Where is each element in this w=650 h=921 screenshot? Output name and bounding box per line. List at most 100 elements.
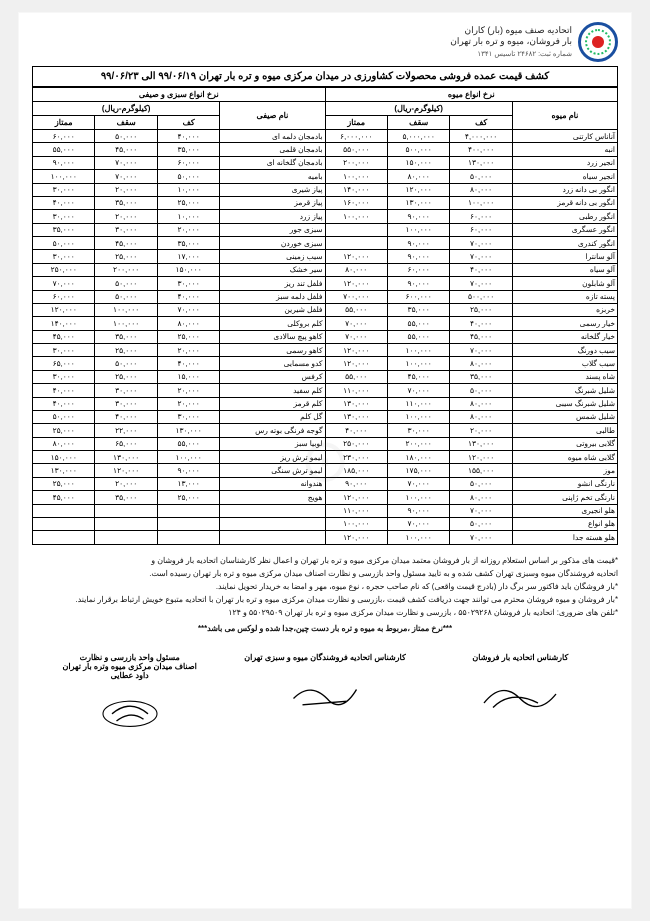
price-cell: ۳۰,۰۰۰: [95, 223, 157, 236]
price-cell: ۲۰,۰۰۰: [95, 477, 157, 490]
price-cell: ۷۰۰,۰۰۰: [325, 290, 387, 303]
table-row: هلو هسته جدا۷۰,۰۰۰۱۰۰,۰۰۰۱۲۰,۰۰۰: [33, 531, 618, 544]
price-cell: ۶۰,۰۰۰: [157, 156, 219, 169]
name-cell: گوجه فرنگی بوته رس: [220, 424, 325, 437]
price-cell: ۴۵,۰۰۰: [33, 330, 95, 343]
price-cell: ۱۲۰,۰۰۰: [325, 357, 387, 370]
price-cell: ۱۲۰,۰۰۰: [387, 183, 449, 196]
price-cell: ۱۴۰,۰۰۰: [325, 183, 387, 196]
price-cell: ۶۰,۰۰۰: [33, 290, 95, 303]
price-cell: ۱۰۰,۰۰۰: [325, 517, 387, 530]
price-cell: ۱۲۰,۰۰۰: [33, 303, 95, 316]
name-cell: شلیل شبرنگ: [512, 384, 617, 397]
price-cell: ۵۰,۰۰۰: [450, 477, 512, 490]
price-cell: ۷۰,۰۰۰: [95, 170, 157, 183]
price-cell: ۸۰,۰۰۰: [33, 437, 95, 450]
org-line2: بار فروشان، میوه و تره بار تهران: [450, 36, 572, 48]
table-row: شلیل شمس۸۰,۰۰۰۱۰۰,۰۰۰۱۳۰,۰۰۰گل کلم۳۰,۰۰۰…: [33, 410, 618, 423]
table-row: سیب گلاب۸۰,۰۰۰۱۰۰,۰۰۰۱۲۰,۰۰۰کدو مسمایی۴۰…: [33, 357, 618, 370]
price-cell: ۱۳۰,۰۰۰: [157, 424, 219, 437]
table-row: نارنگی تخم ژاپنی۸۰,۰۰۰۱۰۰,۰۰۰۱۲۰,۰۰۰هویج…: [33, 491, 618, 504]
price-cell: ۶۵,۰۰۰: [33, 357, 95, 370]
price-cell: ۲۵,۰۰۰: [95, 370, 157, 383]
price-cell: ۷۰,۰۰۰: [450, 531, 512, 544]
table-row: آلو سیاه۴۰,۰۰۰۶۰,۰۰۰۸۰,۰۰۰سیر خشک۱۵۰,۰۰۰…: [33, 263, 618, 276]
price-cell: ۷۰,۰۰۰: [450, 344, 512, 357]
price-cell: ۱۳۰,۰۰۰: [33, 464, 95, 477]
price-cell: [95, 517, 157, 530]
price-cell: [33, 504, 95, 517]
price-cell: [33, 517, 95, 530]
price-cell: ۸۰,۰۰۰: [450, 410, 512, 423]
price-cell: ۵۰,۰۰۰: [450, 384, 512, 397]
price-cell: ۶۰,۰۰۰: [387, 263, 449, 276]
price-cell: ۳۰,۰۰۰: [33, 344, 95, 357]
price-cell: ۳۰,۰۰۰: [387, 424, 449, 437]
note-line: اتحادیه فروشندگان میوه وسبزی تهران کشف ش…: [32, 568, 618, 580]
price-cell: ۱۲۰,۰۰۰: [325, 491, 387, 504]
name-cell: طالبی: [512, 424, 617, 437]
sig-right-title: کارشناس اتحادیه بار فروشان: [423, 653, 618, 662]
price-cell: ۱۷۵,۰۰۰: [387, 464, 449, 477]
price-cell: ۵۰,۰۰۰: [450, 517, 512, 530]
price-cell: ۴۰,۰۰۰: [33, 397, 95, 410]
price-cell: ۸۰,۰۰۰: [450, 491, 512, 504]
signature-icon: [423, 674, 618, 714]
table-row: انگور کندری۷۰,۰۰۰۹۰,۰۰۰سبزی خوردن۳۵,۰۰۰۴…: [33, 237, 618, 250]
price-cell: ۱۲۰,۰۰۰: [95, 464, 157, 477]
price-cell: ۱۰۰,۰۰۰: [387, 223, 449, 236]
table-row: هلو انواع۵۰,۰۰۰۷۰,۰۰۰۱۰۰,۰۰۰: [33, 517, 618, 530]
price-cell: ۷۰,۰۰۰: [387, 517, 449, 530]
name-cell: [220, 531, 325, 544]
price-cell: ۴۰,۰۰۰: [157, 357, 219, 370]
price-cell: [157, 531, 219, 544]
price-cell: ۶۵,۰۰۰: [95, 437, 157, 450]
table-row: خربزه۲۵,۰۰۰۳۵,۰۰۰۵۵,۰۰۰فلفل شیرین۷۰,۰۰۰۱…: [33, 303, 618, 316]
th-momtaz: ممتاز: [325, 116, 387, 130]
price-cell: ۹۰,۰۰۰: [387, 504, 449, 517]
price-cell: ۵۵,۰۰۰: [387, 330, 449, 343]
price-cell: ۱۵۰,۰۰۰: [387, 156, 449, 169]
price-cell: ۵۵,۰۰۰: [157, 437, 219, 450]
price-table: نرخ انواع میوه نرخ انواع سبزی و صیفی نام…: [32, 87, 618, 545]
name-cell: انگور بی دانه زرد: [512, 183, 617, 196]
name-cell: [220, 517, 325, 530]
price-cell: ۱۱۰,۰۰۰: [387, 397, 449, 410]
th-kaf: کف: [157, 116, 219, 130]
name-cell: بادمجان گلخانه ای: [220, 156, 325, 169]
price-cell: ۳۵,۰۰۰: [95, 330, 157, 343]
price-cell: ۶۰,۰۰۰: [450, 223, 512, 236]
name-cell: هویج: [220, 491, 325, 504]
name-cell: [220, 504, 325, 517]
price-cell: ۱۰۰,۰۰۰: [387, 491, 449, 504]
table-row: انگور بی دانه زرد۸۰,۰۰۰۱۲۰,۰۰۰۱۴۰,۰۰۰پیا…: [33, 183, 618, 196]
th-saghf: سقف: [387, 116, 449, 130]
price-cell: ۱۰۰,۰۰۰: [95, 317, 157, 330]
price-cell: [157, 504, 219, 517]
price-cell: ۱۰۰,۰۰۰: [325, 170, 387, 183]
price-cell: ۳۰,۰۰۰: [95, 397, 157, 410]
price-cell: ۱۳۰,۰۰۰: [325, 410, 387, 423]
price-cell: ۲۰۰,۰۰۰: [387, 437, 449, 450]
price-cell: ۶۰,۰۰۰: [33, 130, 95, 143]
price-cell: ۱۴۰,۰۰۰: [33, 317, 95, 330]
price-cell: [33, 531, 95, 544]
name-cell: لوبیا سبز: [220, 437, 325, 450]
price-cell: ۴۰,۰۰۰: [450, 263, 512, 276]
price-cell: ۶۰,۰۰۰: [450, 210, 512, 223]
name-cell: گل کلم: [220, 410, 325, 423]
name-cell: پیاز شیری: [220, 183, 325, 196]
price-cell: ۱۳,۰۰۰: [157, 477, 219, 490]
price-cell: ۲۵,۰۰۰: [157, 491, 219, 504]
name-cell: کلم بروکلی: [220, 317, 325, 330]
price-cell: ۲۰,۰۰۰: [157, 223, 219, 236]
note-line: ***نرخ ممتاز ،مربوط به میوه و تره بار دس…: [32, 623, 618, 635]
price-cell: ۸۰,۰۰۰: [450, 183, 512, 196]
name-cell: فلفل شیرین: [220, 303, 325, 316]
price-cell: ۷۰,۰۰۰: [450, 250, 512, 263]
table-row: طالبی۲۰,۰۰۰۳۰,۰۰۰۴۰,۰۰۰گوجه فرنگی بوته ر…: [33, 424, 618, 437]
sig-left-title: مسئول واحد بازرسی و نظارت: [32, 653, 227, 662]
price-cell: ۳۰,۰۰۰: [157, 410, 219, 423]
price-cell: ۳۵,۰۰۰: [95, 196, 157, 209]
price-cell: ۶,۰۰۰,۰۰۰: [325, 130, 387, 143]
